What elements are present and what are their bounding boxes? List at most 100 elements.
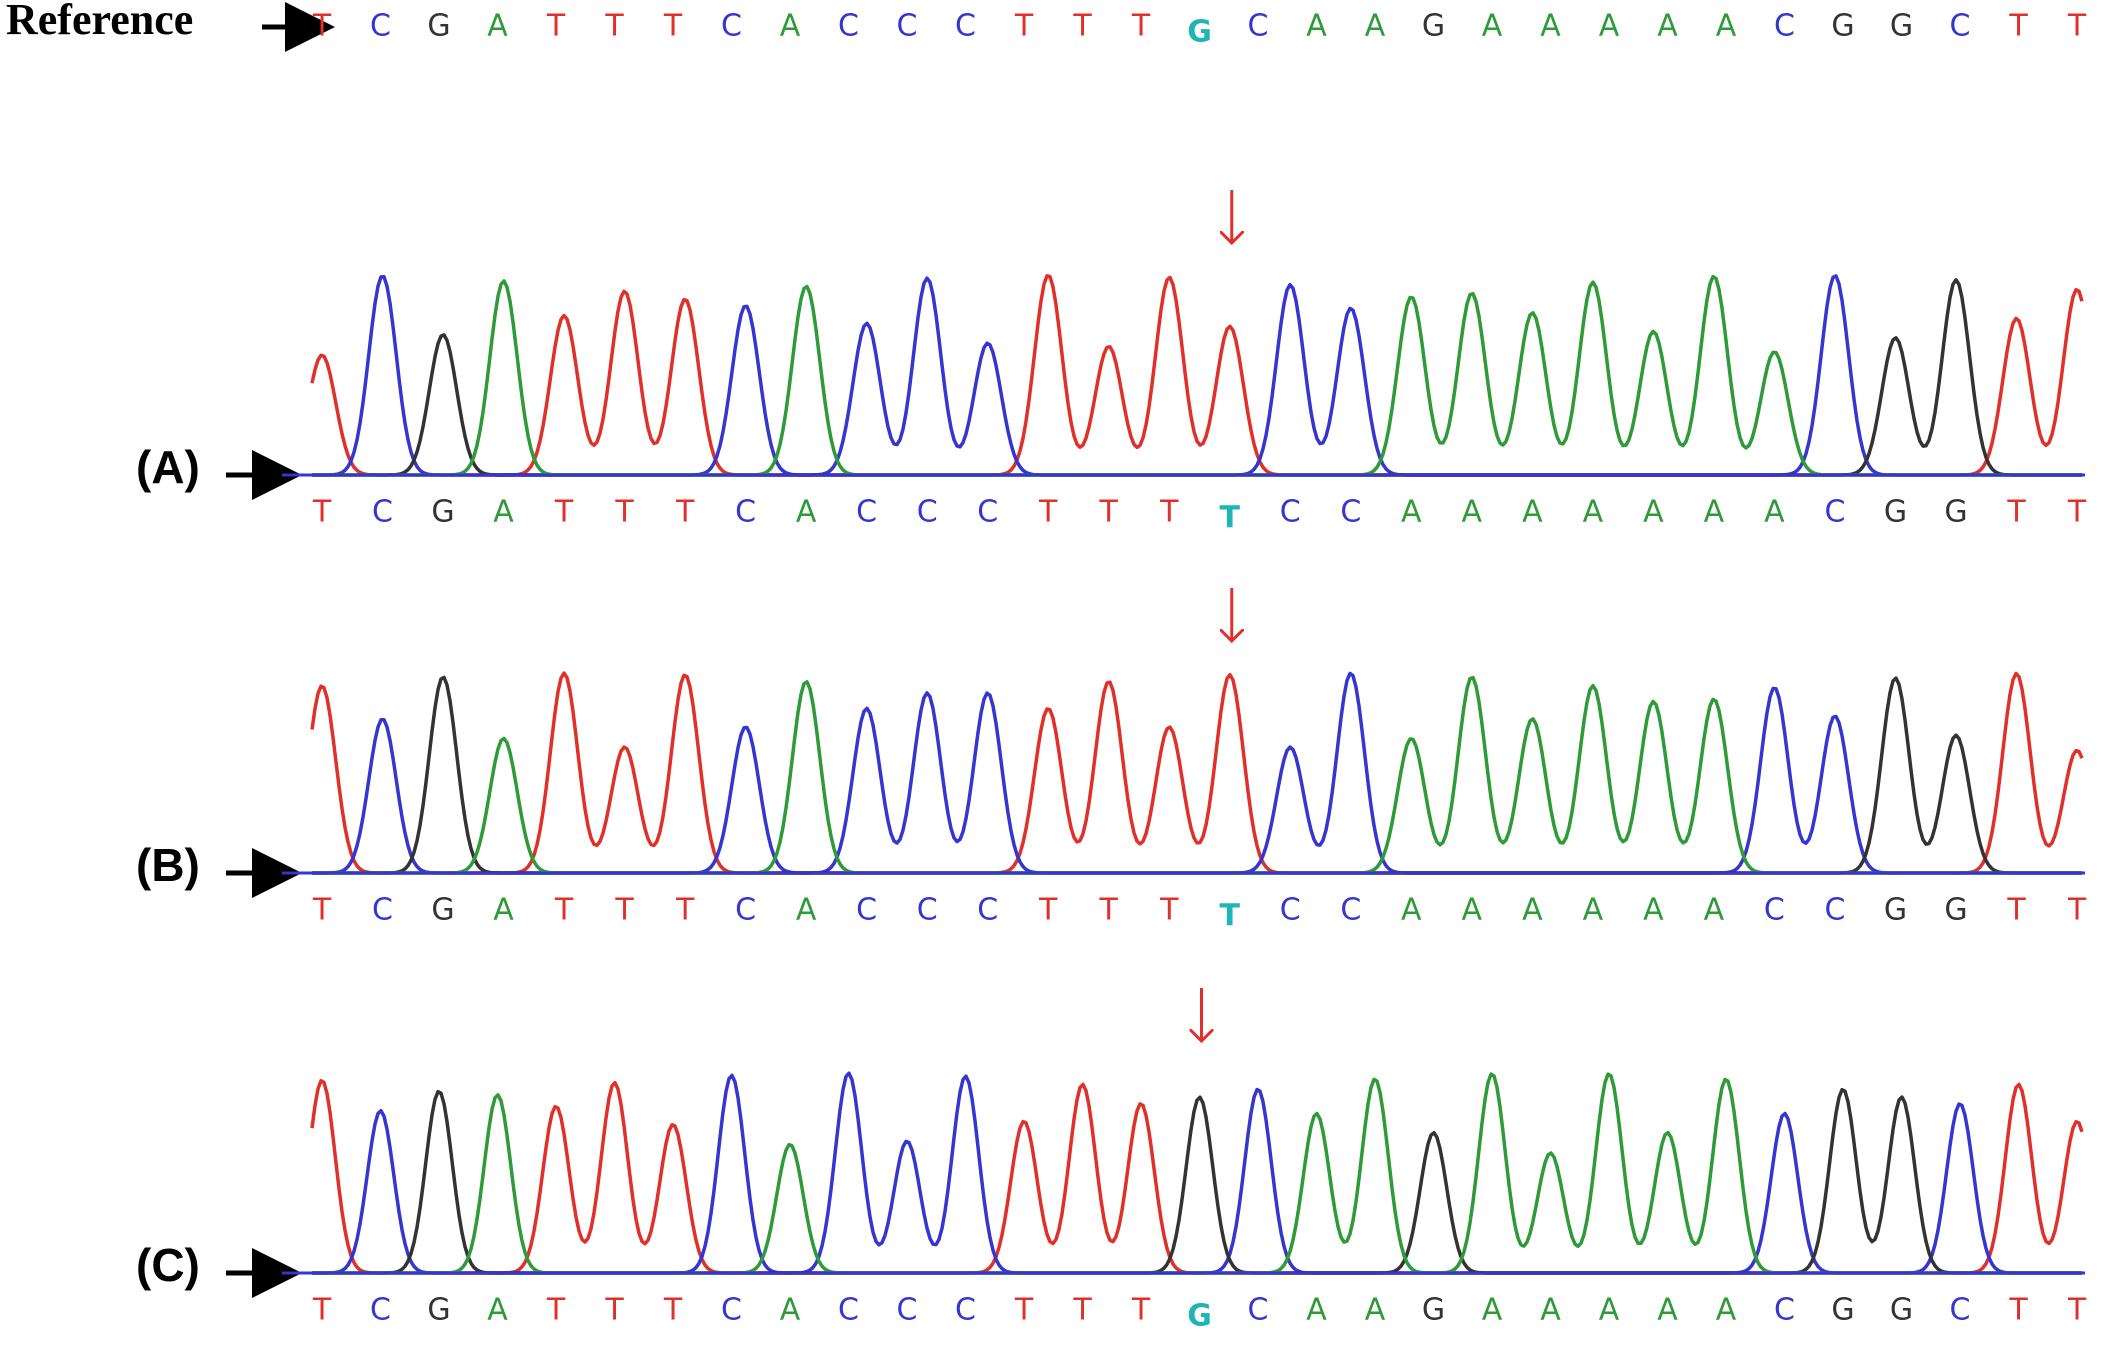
base-letter: G	[1831, 1293, 1854, 1328]
base-letter: T	[2067, 9, 2087, 44]
base-letter: C	[1950, 9, 1971, 44]
base-letter: T	[2008, 9, 2028, 44]
base-letter: T	[663, 9, 683, 44]
base-letter: T	[312, 893, 332, 928]
base-letter: T	[2067, 893, 2087, 928]
base-letter: A	[796, 893, 817, 928]
base-letter: T	[675, 893, 695, 928]
base-letter: G	[427, 1293, 450, 1328]
base-letter: G	[1944, 893, 1967, 928]
base-letter: T	[604, 9, 624, 44]
base-letter: T	[1159, 893, 1179, 928]
base-letter: A	[1599, 9, 1620, 44]
trace	[312, 1087, 2082, 1275]
base-letter: A	[1482, 1293, 1503, 1328]
base-letter: A	[493, 495, 514, 530]
base-letter: C	[1774, 9, 1795, 44]
base-letter: T	[604, 1293, 624, 1328]
base-letter: C	[977, 495, 998, 530]
base-letter: T	[1131, 9, 1151, 44]
base-letter: C	[1340, 495, 1361, 530]
base-letter: G	[1187, 1299, 1212, 1334]
base-letter: T	[1014, 9, 1034, 44]
base-letter: C	[372, 893, 393, 928]
base-letter: A	[1522, 495, 1543, 530]
base-letter: T	[1038, 495, 1058, 530]
base-letter: T	[312, 9, 332, 44]
base-letter: A	[1643, 495, 1664, 530]
base-letter: C	[370, 1293, 391, 1328]
base-letter: T	[1220, 501, 1241, 536]
base-letter: G	[1422, 9, 1445, 44]
base-letter: T	[312, 1293, 332, 1328]
base-letter: A	[1643, 893, 1664, 928]
base-letter: C	[856, 893, 877, 928]
base-letter: A	[1462, 893, 1483, 928]
base-letter: G	[1890, 1293, 1913, 1328]
base-letter: C	[1280, 893, 1301, 928]
base-letter: A	[1401, 893, 1422, 928]
base-letter: T	[2006, 893, 2026, 928]
base-letter: C	[1340, 893, 1361, 928]
base-letter: C	[838, 1293, 859, 1328]
base-letter: C	[917, 893, 938, 928]
base-letter: A	[1657, 1293, 1678, 1328]
base-letter: A	[487, 1293, 508, 1328]
base-letter: A	[1462, 495, 1483, 530]
base-letter: C	[838, 9, 859, 44]
base-letter: T	[2006, 495, 2026, 530]
base-letter: A	[1657, 9, 1678, 44]
base-letter: T	[614, 893, 634, 928]
base-letter: A	[1401, 495, 1422, 530]
base-letter: T	[546, 1293, 566, 1328]
base-letter: G	[1831, 9, 1854, 44]
base-letter: A	[780, 9, 801, 44]
base-letter: G	[1187, 15, 1212, 50]
base-letter: T	[614, 495, 634, 530]
base-letter: C	[897, 9, 918, 44]
base-letter: A	[1540, 1293, 1561, 1328]
base-letter: G	[427, 9, 450, 44]
base-letter: G	[1884, 495, 1907, 530]
base-letter: C	[735, 495, 756, 530]
base-letter: T	[1014, 1293, 1034, 1328]
base-letter: C	[977, 893, 998, 928]
base-letter: C	[1824, 893, 1845, 928]
panel-label: (A)	[136, 441, 200, 493]
base-letter: C	[721, 1293, 742, 1328]
base-letter: T	[663, 1293, 683, 1328]
base-letter: T	[2067, 495, 2087, 530]
base-letter: A	[1764, 495, 1785, 530]
base-letter: C	[1248, 9, 1269, 44]
base-letter: A	[1540, 9, 1561, 44]
base-letter: C	[1248, 1293, 1269, 1328]
base-letter: A	[1365, 1293, 1386, 1328]
base-letter: C	[1950, 1293, 1971, 1328]
base-letter: A	[1306, 9, 1327, 44]
base-letter: G	[1890, 9, 1913, 44]
base-letter: T	[1072, 1293, 1092, 1328]
base-letter: T	[1220, 899, 1241, 934]
trace	[310, 274, 2084, 477]
base-letter: A	[780, 1293, 801, 1328]
base-letter: T	[312, 495, 332, 530]
base-letter: A	[1583, 495, 1604, 530]
base-letter: A	[493, 893, 514, 928]
base-letter: T	[1131, 1293, 1151, 1328]
reference-label: Reference	[6, 0, 193, 44]
base-letter: A	[1599, 1293, 1620, 1328]
base-letter: A	[796, 495, 817, 530]
base-letter: G	[1422, 1293, 1445, 1328]
base-letter: G	[431, 495, 454, 530]
base-letter: T	[2008, 1293, 2028, 1328]
base-letter: T	[1072, 9, 1092, 44]
base-letter: G	[1884, 893, 1907, 928]
base-letter: A	[1716, 9, 1737, 44]
trace	[310, 671, 2084, 875]
base-letter: C	[1280, 495, 1301, 530]
base-letter: A	[1583, 893, 1604, 928]
base-letter: C	[721, 9, 742, 44]
base-letter: C	[897, 1293, 918, 1328]
base-letter: C	[955, 9, 976, 44]
base-letter: G	[431, 893, 454, 928]
